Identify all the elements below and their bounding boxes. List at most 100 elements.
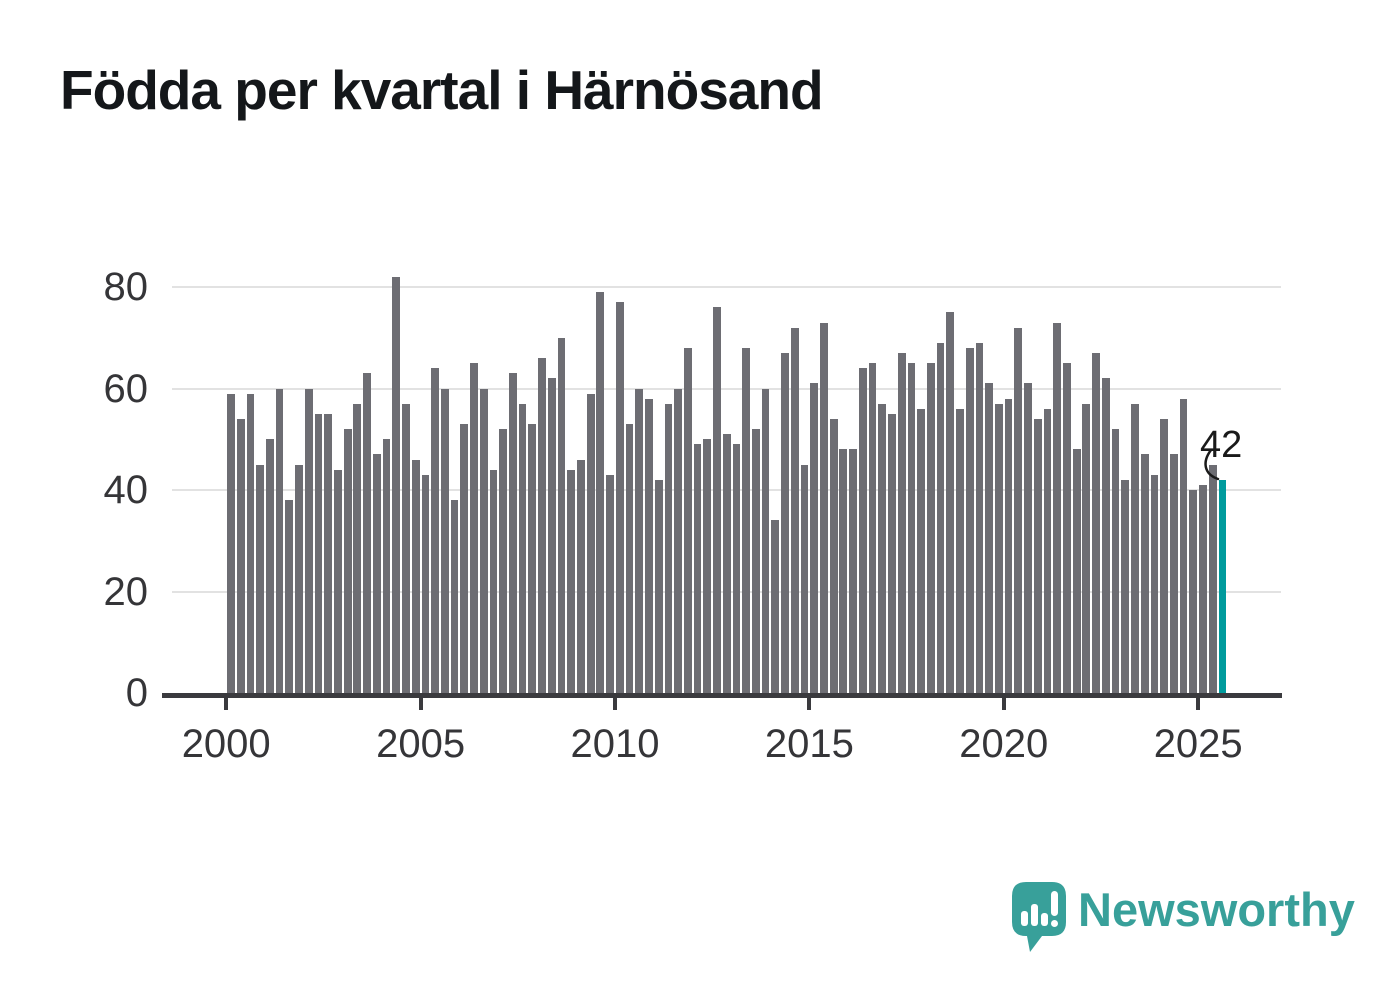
x-axis-tick xyxy=(224,698,229,710)
bar xyxy=(1111,429,1120,693)
x-axis-tick xyxy=(1196,698,1201,710)
bar xyxy=(1150,474,1159,693)
bar xyxy=(382,439,391,693)
bar xyxy=(878,403,887,693)
y-axis-tick-label: 80 xyxy=(103,265,149,309)
x-axis-tick xyxy=(418,698,423,710)
bar xyxy=(460,424,469,693)
bar xyxy=(1053,322,1062,693)
y-axis-tick-label: 60 xyxy=(103,366,149,411)
newsworthy-branding: Newsworthy xyxy=(1008,876,1355,956)
bar xyxy=(1169,454,1178,693)
bar xyxy=(450,500,459,693)
bar xyxy=(489,469,498,693)
bar xyxy=(547,378,556,693)
bar xyxy=(1189,490,1198,693)
bar xyxy=(654,479,663,693)
bar xyxy=(713,307,721,693)
bar xyxy=(431,368,440,693)
bar xyxy=(275,388,284,693)
bar xyxy=(421,474,430,693)
bar xyxy=(615,302,624,693)
bar xyxy=(372,454,381,693)
bar xyxy=(1072,449,1081,693)
bar xyxy=(577,459,585,693)
bar-highlighted xyxy=(1218,479,1227,693)
bar xyxy=(353,403,362,693)
bar xyxy=(314,413,323,693)
bar xyxy=(790,327,799,693)
x-axis-tick-label: 2005 xyxy=(376,722,466,766)
bar xyxy=(363,373,371,693)
bar xyxy=(839,449,848,693)
bar xyxy=(1092,352,1100,693)
bar xyxy=(246,393,255,693)
gridline xyxy=(172,286,1281,288)
bar xyxy=(985,383,994,693)
bar xyxy=(994,403,1003,693)
bar xyxy=(265,439,274,693)
bar xyxy=(1179,398,1188,693)
bar xyxy=(975,342,984,693)
newsworthy-logo-icon xyxy=(1012,882,1066,952)
bar xyxy=(528,424,537,693)
bar xyxy=(820,322,828,693)
bar xyxy=(1160,418,1169,693)
bar xyxy=(567,469,576,693)
bar xyxy=(849,449,857,693)
bar xyxy=(625,424,634,693)
bar xyxy=(771,520,780,693)
bar xyxy=(664,403,673,693)
bar xyxy=(392,276,401,693)
newsworthy-logo-text: Newsworthy xyxy=(1078,883,1355,936)
bar xyxy=(1140,454,1149,693)
y-axis-tick-label: 20 xyxy=(103,569,149,614)
bar xyxy=(674,388,683,693)
bar xyxy=(508,373,517,693)
bar xyxy=(1033,418,1042,693)
bar xyxy=(343,429,352,693)
bar xyxy=(751,429,760,693)
x-axis-tick-label: 2010 xyxy=(570,722,660,766)
bar xyxy=(858,368,867,693)
bar xyxy=(1024,383,1032,693)
bar xyxy=(1208,464,1217,693)
bar xyxy=(596,292,605,693)
bar xyxy=(1043,408,1052,693)
bar xyxy=(1014,327,1023,693)
bar xyxy=(917,408,926,693)
x-axis-tick-label: 2025 xyxy=(1153,722,1243,766)
bar xyxy=(946,312,955,693)
bar xyxy=(897,352,906,693)
page-title: Födda per kvartal i Härnösand xyxy=(60,59,824,121)
bar xyxy=(324,413,333,693)
x-axis-tick xyxy=(1001,698,1006,710)
x-axis-tick-label: 2020 xyxy=(959,722,1049,766)
bar xyxy=(1063,363,1071,693)
bar xyxy=(742,347,751,693)
bar xyxy=(227,393,235,693)
bar xyxy=(781,352,789,693)
x-axis-tick xyxy=(807,698,812,710)
y-axis-tick-label: 0 xyxy=(125,671,148,715)
bar xyxy=(1131,403,1139,693)
bar xyxy=(703,439,712,693)
bar xyxy=(722,434,731,693)
bar xyxy=(334,469,342,693)
bar xyxy=(285,500,294,693)
bar xyxy=(295,464,303,693)
bar xyxy=(304,388,313,693)
bar xyxy=(606,474,614,693)
bar xyxy=(479,388,488,693)
bar xyxy=(538,358,546,693)
x-axis-line xyxy=(162,693,1282,698)
bar xyxy=(635,388,644,693)
bar xyxy=(256,464,265,693)
bar xyxy=(810,383,819,693)
bar xyxy=(965,347,974,693)
annotation-leader-line xyxy=(1204,448,1220,481)
bar xyxy=(645,398,653,693)
bar xyxy=(470,363,478,693)
bar xyxy=(868,363,877,693)
